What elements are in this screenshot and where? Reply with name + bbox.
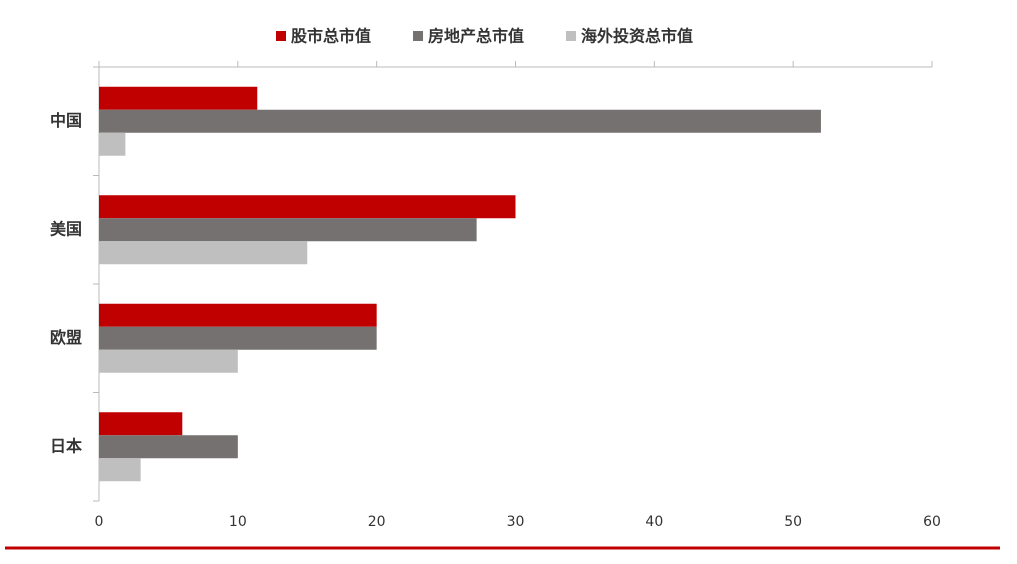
- legend-label: 股市总市值: [291, 27, 371, 46]
- bar: [99, 458, 141, 482]
- x-tick-label: 40: [645, 514, 663, 530]
- x-tick-label: 20: [368, 514, 386, 530]
- bar: [99, 132, 126, 156]
- x-tick-label: 30: [507, 514, 525, 530]
- bar: [99, 412, 183, 436]
- legend-swatch: [276, 31, 286, 41]
- x-tick-label: 60: [923, 514, 941, 530]
- y-tick-label: 美国: [50, 219, 82, 238]
- legend-label: 房地产总市值: [428, 27, 524, 46]
- y-tick-label: 欧盟: [50, 328, 82, 347]
- legend-label: 海外投资总市值: [581, 27, 693, 46]
- bar: [99, 349, 238, 373]
- bar: [99, 326, 377, 350]
- y-tick-label: 日本: [50, 436, 82, 455]
- x-tick-label: 50: [784, 514, 802, 530]
- bar: [99, 303, 377, 327]
- bar: [99, 218, 477, 242]
- y-tick-label: 中国: [50, 111, 82, 130]
- legend-swatch: [413, 31, 424, 41]
- bar: [99, 241, 308, 265]
- bar: [99, 109, 821, 133]
- x-tick-label: 0: [95, 514, 104, 530]
- bar: [99, 86, 258, 110]
- bar: [99, 435, 238, 459]
- legend-swatch: [566, 31, 577, 41]
- bar: [99, 195, 516, 219]
- x-tick-label: 10: [229, 514, 247, 530]
